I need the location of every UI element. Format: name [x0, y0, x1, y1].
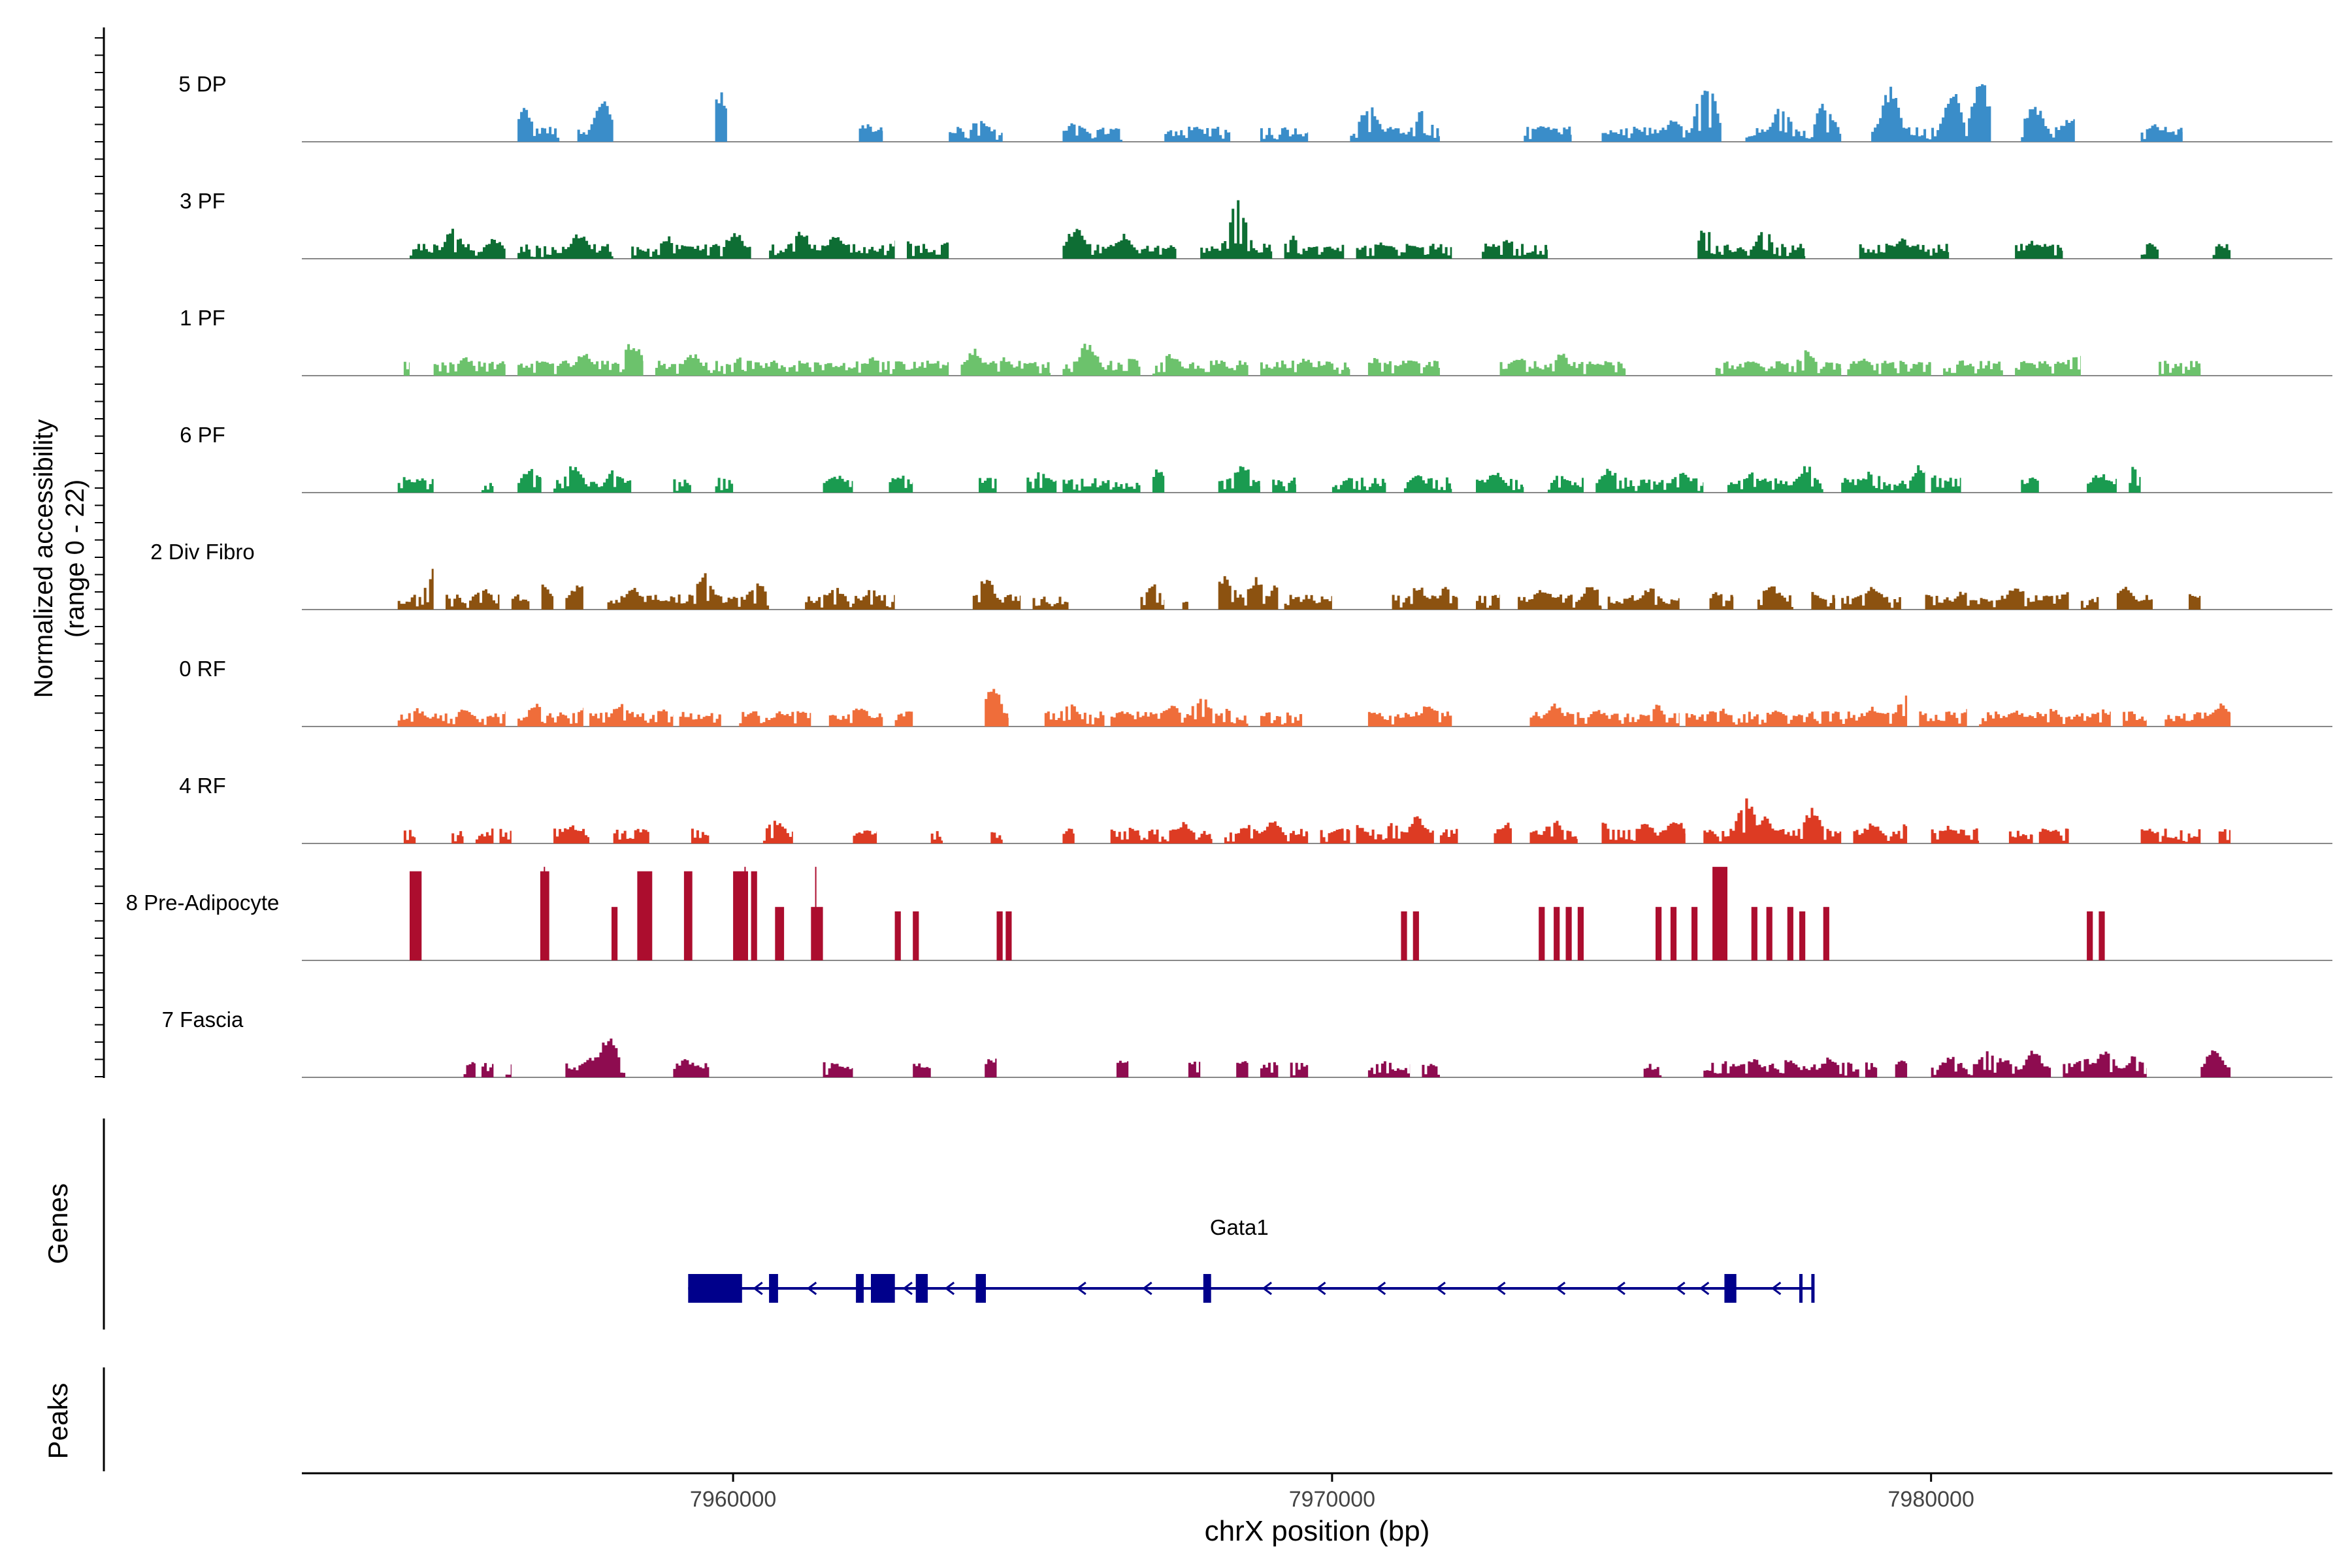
coverage-area — [397, 568, 2201, 610]
strand-arrow — [1076, 1281, 1086, 1296]
coverage-bar — [1413, 911, 1419, 960]
track-6-pf: 6 PF — [180, 423, 2332, 493]
strand-arrow — [1555, 1281, 1566, 1296]
coverage-bar — [1401, 911, 1407, 960]
coverage-area — [403, 798, 2231, 843]
strand-arrow — [1699, 1281, 1710, 1296]
track-label: 2 Div Fibro — [150, 540, 255, 564]
coverage-bar — [1799, 911, 1806, 960]
coverage-bar — [1565, 907, 1572, 960]
track-label: 0 RF — [179, 657, 226, 681]
gene-exon — [915, 1274, 928, 1303]
track-label: 1 PF — [180, 306, 225, 330]
coverage-bar — [751, 871, 757, 960]
track-2-div-fibro: 2 Div Fibro — [150, 540, 2332, 610]
track-4-rf: 4 RF — [179, 774, 2332, 844]
x-axis-ticks: 7960000 7970000 7980000 — [690, 1473, 1974, 1512]
coverage-bar — [1554, 907, 1560, 960]
strand-arrow — [1142, 1281, 1152, 1296]
y-axis-title: Normalized accessibility (range 0 - 22) — [29, 419, 90, 698]
coverage-bar — [2087, 911, 2093, 960]
coverage-area — [397, 465, 2141, 493]
coverage-bar — [913, 911, 919, 960]
coverage-axis-ticks — [95, 37, 104, 1077]
peaks-panel-label: Peaks — [42, 1383, 73, 1460]
gene-exon — [1811, 1274, 1815, 1303]
track-3-pf: 3 PF — [180, 189, 2332, 259]
track-label: 3 PF — [180, 189, 225, 213]
x-tick-label: 7970000 — [1289, 1487, 1375, 1512]
track-5-dp: 5 DP — [178, 72, 2332, 142]
strand-arrow — [902, 1281, 913, 1296]
coverage-bar — [1766, 907, 1772, 960]
coverage-bar — [775, 907, 785, 960]
coverage-bar — [1539, 907, 1545, 960]
strand-arrow — [1771, 1281, 1782, 1296]
x-tick-label: 7960000 — [690, 1487, 776, 1512]
gene-exon — [871, 1274, 895, 1303]
coverage-area — [410, 200, 2231, 259]
x-axis-title: chrX position (bp) — [1205, 1515, 1430, 1547]
coverage-bar — [894, 911, 901, 960]
track-7-fascia: 7 Fascia — [162, 1007, 2332, 1078]
x-tick-label: 7980000 — [1888, 1487, 1974, 1512]
coverage-area — [397, 689, 2231, 727]
strand-arrow — [1316, 1281, 1326, 1296]
strand-arrow — [944, 1281, 955, 1296]
coverage-bar — [2099, 911, 2105, 960]
gene-exon — [769, 1274, 778, 1303]
strand-arrow — [1375, 1281, 1386, 1296]
coverage-bar — [1577, 907, 1584, 960]
coverage-bar — [612, 907, 618, 960]
coverage-bar — [811, 907, 823, 960]
track-label: 8 Pre-Adipocyte — [126, 890, 280, 915]
strand-arrow — [806, 1281, 817, 1296]
coverage-tracks: 5 DP 3 PF 1 PF 6 PF 2 Div Fibro 0 RF 4 RF 8 Pre… — [126, 72, 2332, 1078]
strand-arrow — [1495, 1281, 1506, 1296]
strand-arrow — [1435, 1281, 1446, 1296]
coverage-bar — [1691, 907, 1698, 960]
coverage-bar — [1823, 907, 1829, 960]
coverage-bar — [410, 871, 422, 960]
strand-arrow — [1262, 1281, 1272, 1296]
strand-arrow — [753, 1281, 763, 1296]
gene-exon — [856, 1274, 864, 1303]
y-axis-title-line2: (range 0 - 22) — [61, 480, 90, 638]
coverage-bar — [1005, 911, 1012, 960]
coverage-bar — [1751, 907, 1757, 960]
gene-name: Gata1 — [1210, 1215, 1269, 1239]
gene-exon — [1799, 1274, 1803, 1303]
track-1-pf: 1 PF — [180, 306, 2332, 376]
genes-panel-label: Genes — [42, 1183, 73, 1264]
coverage-bar — [996, 911, 1003, 960]
track-0-rf: 0 RF — [179, 657, 2332, 727]
track-label: 4 RF — [179, 774, 226, 798]
track-8-pre-adipocyte: 8 Pre-Adipocyte — [126, 866, 2332, 961]
coverage-bar — [733, 871, 748, 960]
gene-exon — [688, 1274, 742, 1303]
track-label: 5 DP — [178, 72, 226, 96]
track-label: 6 PF — [180, 423, 225, 447]
coverage-bar — [1787, 907, 1793, 960]
coverage-bar — [683, 871, 693, 960]
strand-arrow — [1615, 1281, 1625, 1296]
gene-exon — [1203, 1274, 1211, 1303]
gene-models: Gata1 — [688, 1215, 1815, 1303]
y-axis-title-line1: Normalized accessibility — [29, 419, 58, 698]
coverage-bar — [1656, 907, 1662, 960]
strand-arrow — [1675, 1281, 1686, 1296]
coverage-bar — [1670, 907, 1677, 960]
track-label: 7 Fascia — [162, 1007, 244, 1032]
gene-gata1: Gata1 — [688, 1215, 1815, 1303]
coverage-area — [403, 344, 2201, 376]
coverage-area — [517, 84, 2183, 142]
coverage-bar — [637, 871, 653, 960]
gene-exon — [1724, 1274, 1737, 1303]
gene-exon — [975, 1274, 986, 1303]
coverage-bar — [1712, 866, 1727, 960]
coverage-area — [463, 1038, 2231, 1077]
